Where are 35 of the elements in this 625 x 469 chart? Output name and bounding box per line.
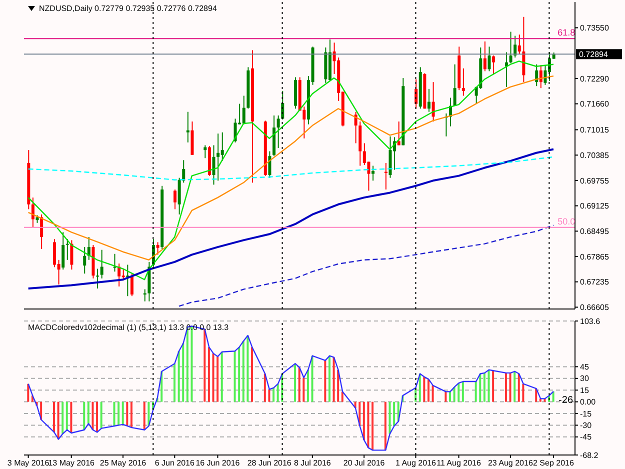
x-tick-label: 1 Aug 2016 — [395, 458, 437, 468]
x-tick-label: 8 Jul 2016 — [294, 458, 332, 468]
x-tick-label: 2 Sep 2016 — [533, 458, 574, 468]
y-tick-label: -45 — [580, 432, 592, 442]
y-tick-label: 15 — [580, 386, 590, 395]
x-tick-label: 20 Jul 2016 — [343, 458, 386, 468]
x-tick-label: 28 Jun 2016 — [247, 458, 292, 468]
x-tick-label: 23 Aug 2016 — [488, 458, 534, 468]
x-tick-label: 11 Aug 2016 — [436, 458, 482, 468]
x-tick-label: 16 Jun 2016 — [196, 458, 240, 468]
y-tick-label: 0.71015 — [580, 126, 610, 135]
y-tick-label: 0.71660 — [580, 100, 610, 109]
y-tick-label: -15 — [580, 409, 592, 418]
y-tick-label: 0.69125 — [580, 202, 610, 211]
y-tick-label: 0.72290 — [580, 74, 610, 84]
y-tick-label: 0.67235 — [580, 278, 610, 287]
y-tick-label: 0.73550 — [580, 24, 610, 33]
y-tick-label: 0.67865 — [580, 252, 610, 262]
y-tick-label: 0.00 — [580, 398, 596, 407]
chart-title: NZDUSD,Daily 0.72779 0.72935 0.72776 0.72894 — [39, 4, 217, 13]
y-tick-label: 0.68495 — [580, 226, 610, 236]
y-tick-label: 0.69755 — [580, 176, 610, 186]
y-tick-label: 0.70385 — [580, 150, 610, 160]
y-tick-label: 45 — [580, 362, 590, 372]
y-tick-label: 30 — [580, 374, 590, 384]
y-tick-label: 0.66605 — [580, 303, 610, 312]
x-tick-label: 13 May 2016 — [48, 458, 96, 468]
x-tick-label: 3 May 2016 — [7, 458, 50, 468]
x-tick-label: 25 May 2016 — [100, 458, 147, 468]
x-tick-label: 6 Jun 2016 — [154, 458, 196, 468]
annotation: -26 — [558, 394, 573, 406]
ref-line-label: 0.72894 — [579, 50, 608, 60]
y-tick-label: -68.2 — [580, 450, 599, 460]
y-tick-label: -30 — [580, 421, 592, 430]
y-tick-label: 103.6 — [580, 316, 601, 326]
